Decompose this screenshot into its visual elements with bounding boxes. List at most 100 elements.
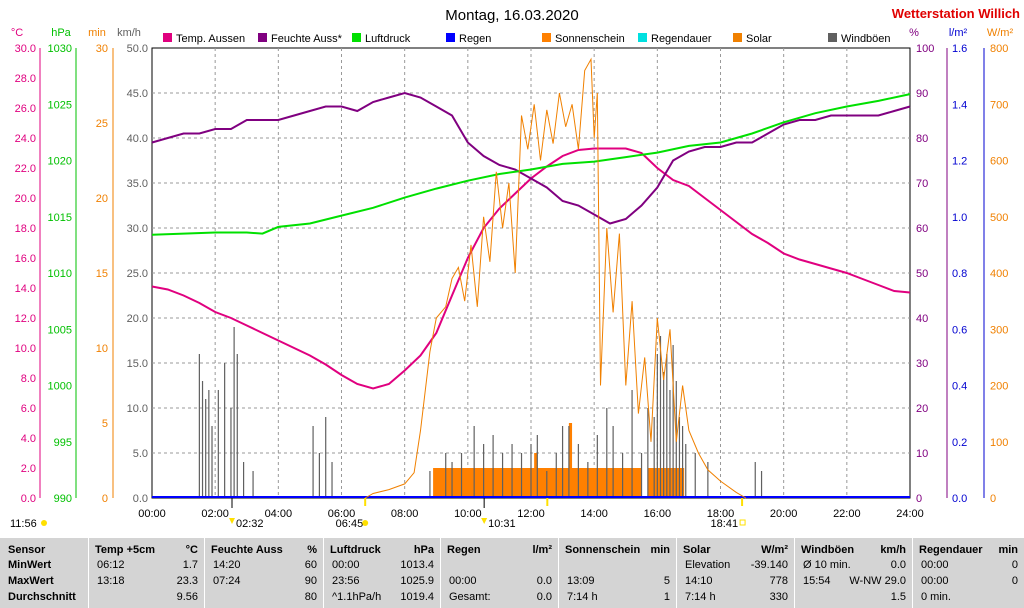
wind-tick-label: 50.0 [127, 43, 148, 55]
legend-swatch [828, 33, 837, 42]
legend-swatch [542, 33, 551, 42]
wind-tick-label: 45.0 [127, 88, 148, 100]
x-tick-label: 24:00 [896, 508, 924, 520]
stats-row-label: MinWert [8, 559, 52, 571]
wind-tick-label: 10.0 [127, 403, 148, 415]
stats-header: Sensor [8, 544, 46, 556]
weather-chart: Montag, 16.03.2020 Wetterstation Willich… [10, 6, 1020, 530]
stats-time: 0 min. [921, 591, 951, 603]
solar-tick-label: 700 [990, 99, 1008, 111]
stats-value: W-NW 29.0 [849, 575, 906, 587]
stats-separator [676, 538, 677, 608]
legend-swatch [163, 33, 172, 42]
sunset-label: 18:41 [711, 518, 739, 530]
pressure-unit-label: hPa [51, 27, 71, 39]
sunshine-bar [647, 468, 685, 498]
minutes-tick-label: 20 [96, 193, 108, 205]
pressure-tick-label: 1005 [48, 324, 72, 336]
temp-tick-label: 0.0 [21, 493, 36, 505]
wind-gusts [198, 327, 763, 498]
wind-tick-label: 35.0 [127, 178, 148, 190]
stats-value: 9.56 [176, 591, 198, 603]
stats-unit: min [998, 544, 1018, 556]
humidity-unit-label: % [909, 27, 919, 39]
rain-unit-label: l/m² [949, 27, 968, 39]
stats-unit: W/m² [761, 544, 788, 556]
statistics-table: Sensor MinWert MaxWert Durchschnitt Temp +5c… [0, 538, 1024, 608]
stats-value: 0.0 [890, 559, 906, 571]
rain-tick-label: 0.6 [952, 324, 967, 336]
stats-column-feuchte: Feuchte Auss% 14:20 07:24 60 90 80 [205, 538, 323, 608]
stats-header: Solar [683, 544, 711, 556]
sunrise-label: 06:45 [336, 518, 364, 530]
solar-tick-label: 300 [990, 324, 1008, 336]
humidity-tick-label: 70 [916, 178, 928, 190]
rain-tick-label: 0.0 [952, 493, 967, 505]
legend-swatch [638, 33, 647, 42]
humidity-tick-label: 80 [916, 133, 928, 145]
stats-value: 1.7 [182, 559, 198, 571]
stats-value: 330 [769, 591, 788, 603]
pressure-tick-label: 990 [54, 493, 72, 505]
humidity-tick-label: 100 [916, 43, 934, 55]
wind-tick-label: 40.0 [127, 133, 148, 145]
stats-time: Ø 10 min. [803, 559, 851, 571]
legend-swatch [446, 33, 455, 42]
stats-header: Windböen [801, 544, 855, 556]
sunrise-dot [362, 520, 369, 526]
x-tick-label: 20:00 [770, 508, 798, 520]
x-tick-label: 14:00 [580, 508, 608, 520]
rain-tick-label: 1.2 [952, 156, 967, 168]
wind-tick-label: 20.0 [127, 313, 148, 325]
minutes-tick-label: 0 [102, 493, 108, 505]
humidity-tick-label: 90 [916, 88, 928, 100]
stats-column-sonnenschein: Sonnenschein min 13:09 7:14 h 5 1 [559, 538, 676, 608]
x-axis: 00:00 02:00 04:00 06:00 08:00 10:00 12:00 14:00… [138, 508, 924, 520]
solar-tick-label: 100 [990, 437, 1008, 449]
x-tick-label: 12:00 [517, 508, 545, 520]
temp-tick-label: 14.0 [15, 283, 36, 295]
temp-tick-label: 8.0 [21, 373, 36, 385]
stats-value: 5 [663, 575, 670, 587]
stats-time: 00:00 [449, 575, 477, 587]
pressure-tick-label: 1000 [48, 381, 72, 393]
pressure-tick-label: 1015 [48, 212, 72, 224]
stats-column-windboeen: Windböen km/h Ø 10 min. 15:54 0.0 W-NW 29.0 1.… [795, 538, 912, 608]
temp-unit-label: °C [11, 27, 23, 39]
solar-tick-label: 800 [990, 43, 1008, 55]
legend-swatch [733, 33, 742, 42]
sunset-marker [739, 519, 746, 526]
wind-tick-label: 25.0 [127, 268, 148, 280]
legend-label: Feuchte Auss* [271, 33, 343, 45]
stats-time: 14:10 [685, 575, 713, 587]
stats-separator [323, 538, 324, 608]
stats-time: ^1.1hPa/h [332, 591, 382, 603]
wind-tick-label: 0.0 [133, 493, 148, 505]
legend-label: Temp. Aussen [176, 33, 245, 45]
stats-row-label: Durchschnitt [8, 591, 76, 603]
legend-swatch [258, 33, 267, 42]
stats-column-temp: Temp +5cm °C 06:12 13:18 1.7 23.3 9.56 [89, 538, 204, 608]
x-tick-label: 02:00 [201, 508, 229, 520]
stats-value: 0.0 [536, 575, 552, 587]
stats-column-regendauer: Regendauer min 00:00 00:00 0 min. 0 0 [913, 538, 1024, 608]
stats-header: Regendauer [919, 544, 983, 556]
stats-time: 13:09 [567, 575, 595, 587]
temp-tick-label: 2.0 [21, 463, 36, 475]
stats-time: 06:12 [97, 559, 125, 571]
stats-time: Elevation [685, 559, 731, 571]
rain-tick-label: 0.4 [952, 381, 967, 393]
solar-unit-label: W/m² [987, 27, 1014, 39]
pressure-tick-label: 1020 [48, 156, 72, 168]
left-axes: 0.0 2.0 4.0 6.0 8.0 10.0 12.0 14.0 16.0 18.0 20.0 2… [11, 27, 148, 505]
x-tick-label: 16:00 [644, 508, 672, 520]
stats-value: 80 [304, 591, 317, 603]
wind-tick-label: 5.0 [133, 448, 148, 460]
stats-value: 0 [1011, 575, 1018, 587]
stats-unit: % [307, 544, 317, 556]
temp-tick-label: 26.0 [15, 103, 36, 115]
stats-value: -39.140 [750, 559, 788, 571]
left-time-dot [41, 520, 47, 526]
right-axes: 0 10 20 30 40 50 60 70 80 90 100% 0.0 0.2 0.4 0.6 0.8 1.… [909, 27, 1013, 505]
wind-tick-label: 30.0 [127, 223, 148, 235]
